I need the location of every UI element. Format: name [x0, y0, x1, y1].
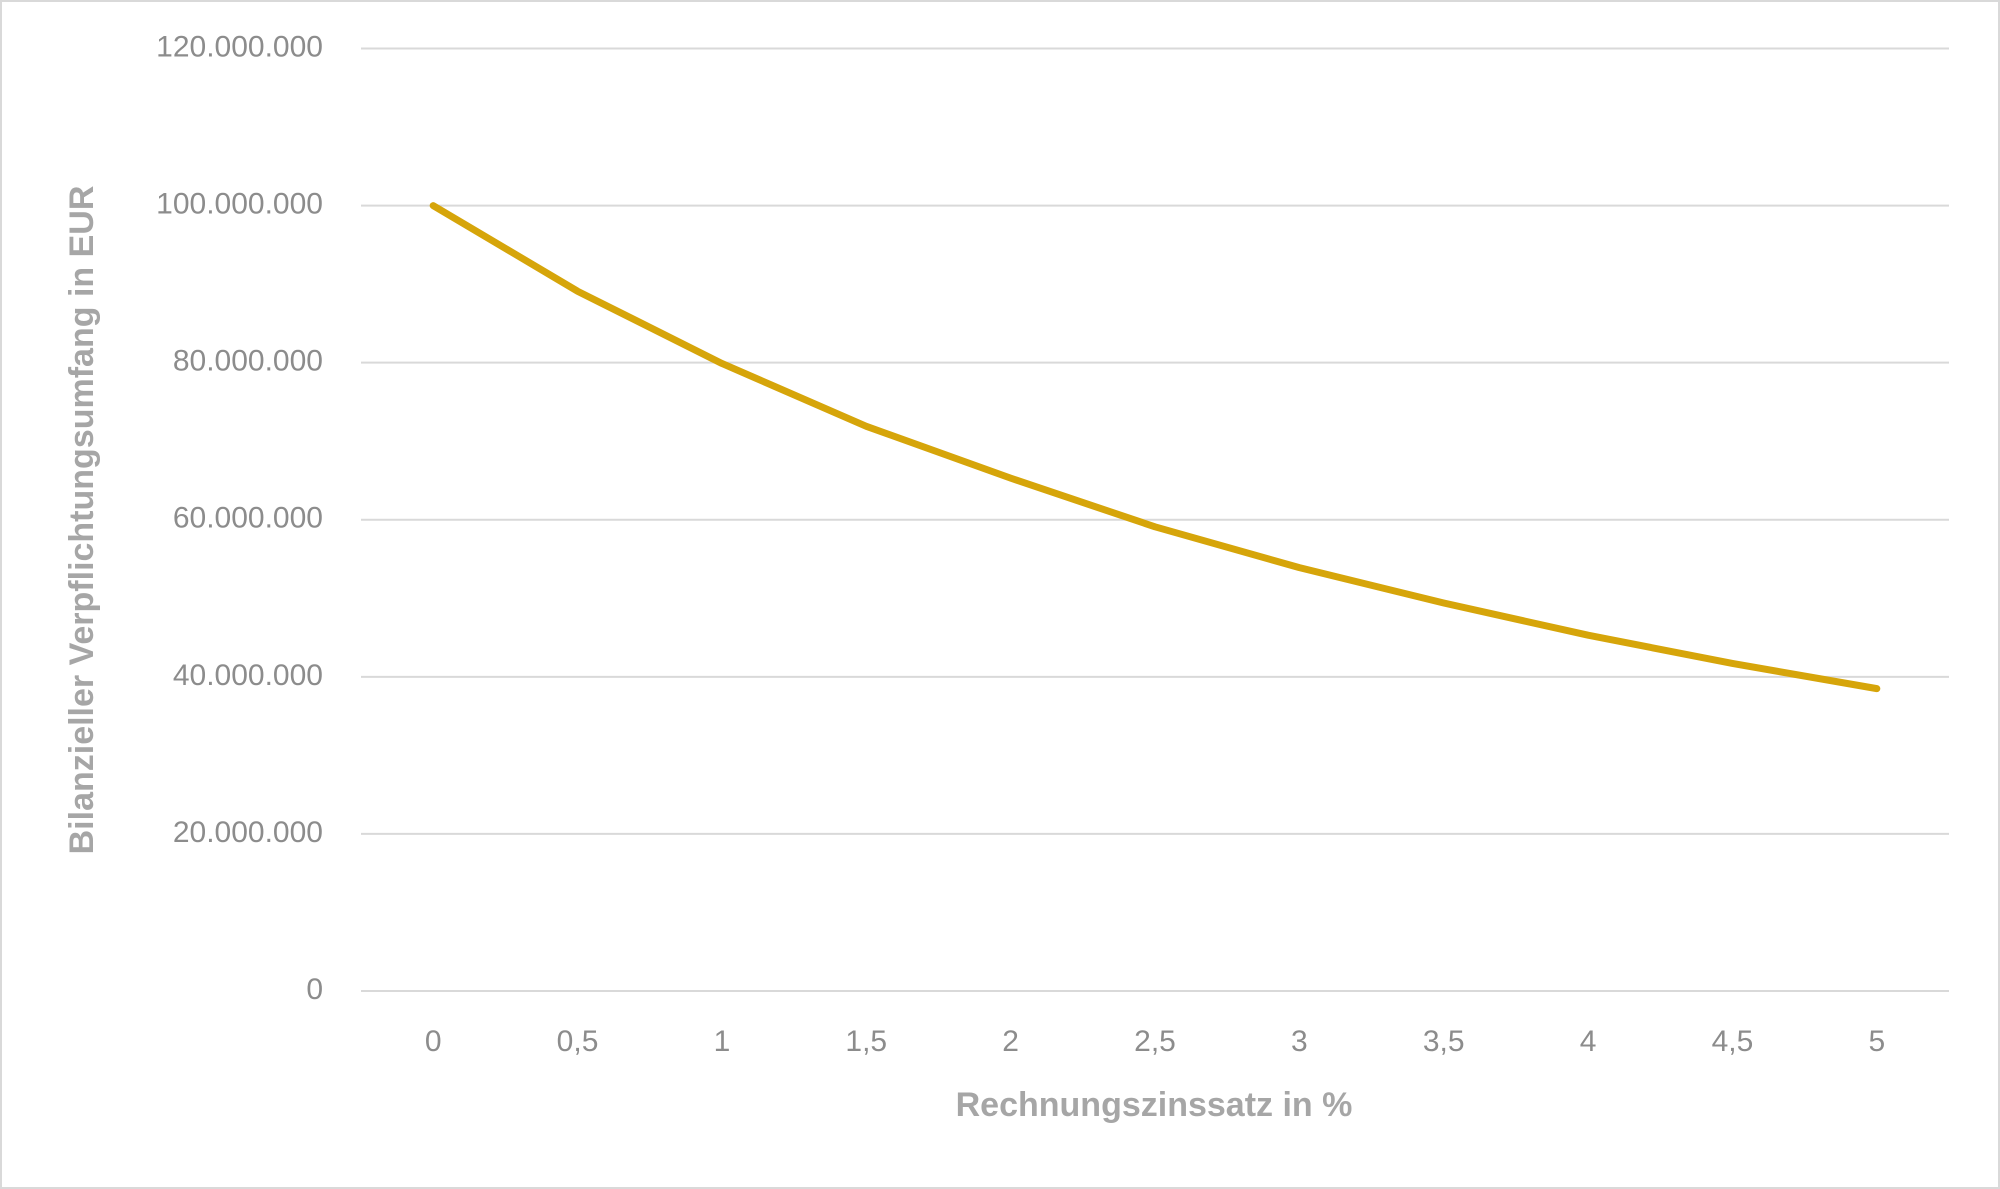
y-tick-label: 100.000.000 — [156, 188, 323, 221]
x-tick-label: 4 — [1580, 1025, 1597, 1058]
x-tick-label: 0,5 — [557, 1025, 599, 1058]
y-tick-label: 0 — [306, 973, 323, 1006]
y-tick-label: 40.000.000 — [173, 659, 323, 692]
x-tick-label: 1 — [714, 1025, 731, 1058]
y-tick-label: 20.000.000 — [173, 816, 323, 849]
x-tick-label: 2,5 — [1134, 1025, 1176, 1058]
x-tick-label: 5 — [1868, 1025, 1885, 1058]
x-tick-label: 4,5 — [1712, 1025, 1754, 1058]
x-tick-label: 3,5 — [1423, 1025, 1465, 1058]
y-tick-label: 120.000.000 — [156, 30, 323, 63]
y-tick-label: 60.000.000 — [173, 502, 323, 535]
x-tick-label: 1,5 — [845, 1025, 887, 1058]
x-tick-label: 0 — [425, 1025, 442, 1058]
y-tick-label: 80.000.000 — [173, 345, 323, 378]
data-line — [429, 202, 1881, 693]
x-axis-title: Rechnungszinssatz in % — [956, 1086, 1353, 1124]
x-tick-label: 2 — [1002, 1025, 1019, 1058]
y-axis-title: Bilanzieller Verpflichtungsumfang in EUR — [63, 186, 101, 855]
x-tick-label: 3 — [1291, 1025, 1308, 1058]
